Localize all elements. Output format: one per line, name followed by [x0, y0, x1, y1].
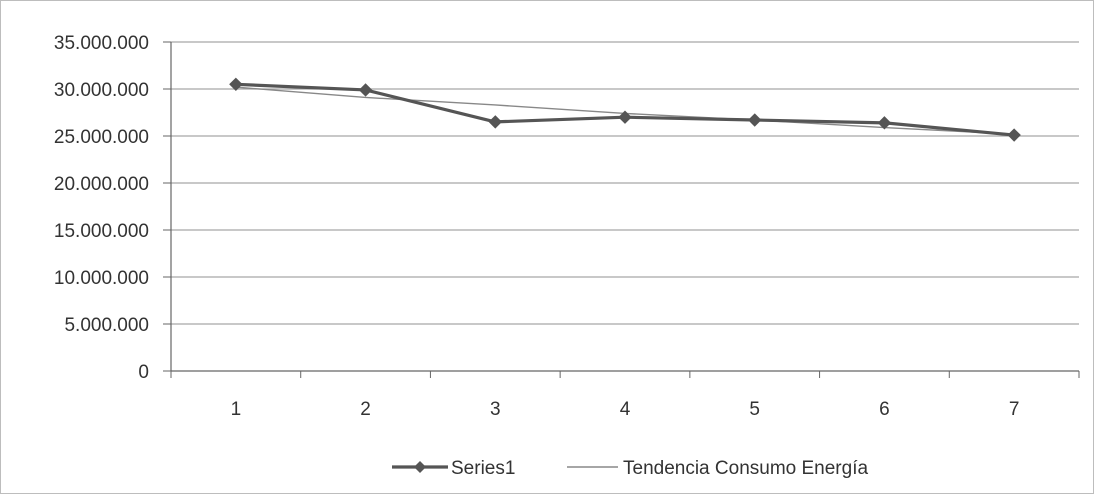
- x-tick-label: 4: [620, 399, 631, 420]
- x-tick-label: 6: [879, 399, 890, 420]
- y-tick-label: 20.000.000: [54, 174, 149, 195]
- series1-line: [235, 82, 1015, 137]
- x-tick-label: 2: [360, 399, 371, 420]
- series1-marker: [488, 115, 502, 129]
- series1-marker: [1007, 128, 1021, 142]
- series1-marker: [877, 116, 892, 130]
- legend: Series1 Tendencia Consumo Energía: [392, 458, 868, 479]
- y-tick-label: 30.000.000: [54, 80, 149, 101]
- y-tick-label: 5.000.000: [64, 315, 149, 336]
- legend-label-series1: Series1: [451, 458, 515, 479]
- y-tick-label: 35.000.000: [54, 33, 149, 54]
- x-tick-label: 3: [490, 399, 501, 420]
- series1-marker: [358, 83, 373, 97]
- series-lines: [229, 77, 1021, 142]
- x-tick-label: 7: [1009, 399, 1020, 420]
- y-tick-label: 15.000.000: [54, 221, 149, 242]
- series1-marker: [618, 110, 632, 124]
- axes: [163, 41, 1080, 378]
- y-tick-label: 10.000.000: [54, 268, 149, 289]
- legend-marker-series1: [414, 461, 426, 473]
- x-tick-label: 5: [749, 399, 760, 420]
- x-axis-tick-labels: 1 2 3 4 5 6 7: [231, 399, 1020, 420]
- series1-marker: [229, 77, 243, 92]
- y-tick-label: 25.000.000: [54, 127, 149, 148]
- x-tick-label: 1: [231, 399, 242, 420]
- y-tick-label: 0: [138, 362, 149, 383]
- series1-marker: [748, 113, 762, 127]
- gridlines: [171, 41, 1079, 325]
- legend-label-trend: Tendencia Consumo Energía: [623, 458, 868, 479]
- y-axis-tick-labels: 0 5.000.000 10.000.000 15.000.000 20.000.000…: [54, 33, 149, 383]
